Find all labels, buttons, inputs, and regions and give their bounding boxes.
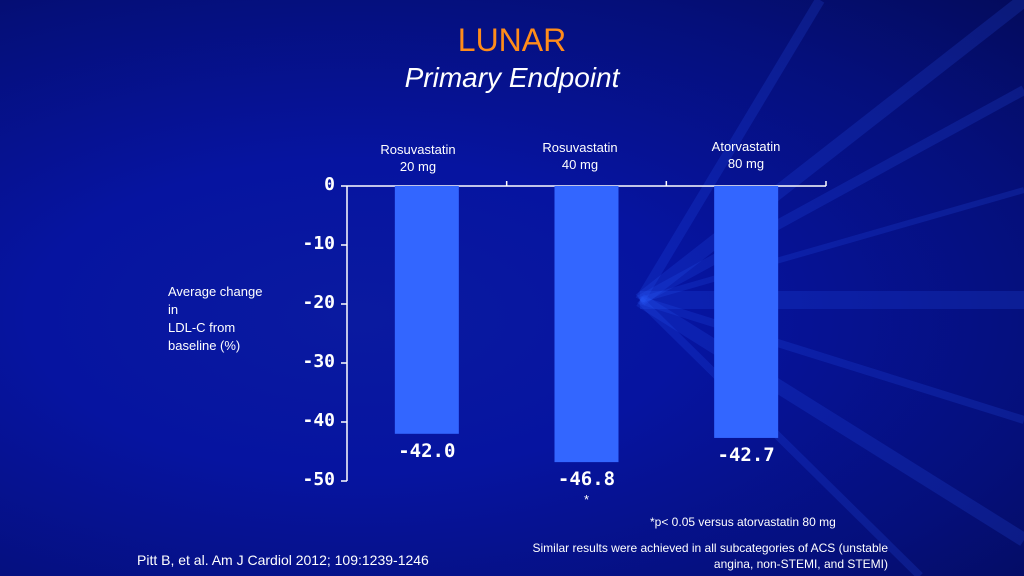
bar	[554, 186, 619, 463]
category-label-line: 80 mg	[727, 156, 765, 171]
y-tick-label: -50	[302, 469, 335, 490]
y-axis-label-line: LDL-C from	[168, 320, 236, 335]
citation: Pitt B, et al. Am J Cardiol 2012; 109:12…	[137, 552, 429, 568]
significance-footnote: *p< 0.05 versus atorvastatin 80 mg	[650, 515, 836, 529]
bar	[394, 186, 459, 434]
y-axis-label: Average change in LDL-C from baseline (%…	[168, 283, 288, 355]
category-label-line: Atorvastatin	[711, 139, 781, 154]
y-tick-label: -30	[302, 351, 335, 372]
slide-title: LUNAR	[457, 22, 567, 58]
y-tick-label: -10	[302, 233, 335, 254]
y-tick-label: 0	[324, 174, 335, 195]
value-label: -42.0	[398, 439, 456, 462]
category-label-line: Rosuvastatin	[542, 140, 618, 155]
significance-marker: *	[583, 492, 590, 508]
y-axis-label-line: in	[168, 302, 179, 317]
category-label-rosuvastatin-40: Rosuvastatin 40 mg	[510, 139, 650, 173]
category-label-atorvastatin-80: Atorvastatin 80 mg	[676, 138, 816, 172]
bar	[714, 186, 779, 438]
category-label-line: 40 mg	[561, 157, 599, 172]
slide-subtitle: Primary Endpoint	[404, 62, 620, 93]
category-label-line: Rosuvastatin	[380, 142, 456, 157]
y-tick-label: -20	[302, 292, 335, 313]
subcategory-note: Similar results were achieved in all sub…	[532, 541, 888, 571]
y-axis-label-line: baseline (%)	[168, 338, 241, 353]
value-label: -46.8	[557, 468, 616, 491]
y-tick-label: -40	[302, 410, 335, 431]
category-label-line: 20 mg	[399, 159, 437, 174]
y-axis-label-line: Average change	[168, 284, 263, 299]
value-label: -42.7	[717, 443, 775, 466]
category-label-rosuvastatin-20: Rosuvastatin 20 mg	[348, 141, 488, 175]
